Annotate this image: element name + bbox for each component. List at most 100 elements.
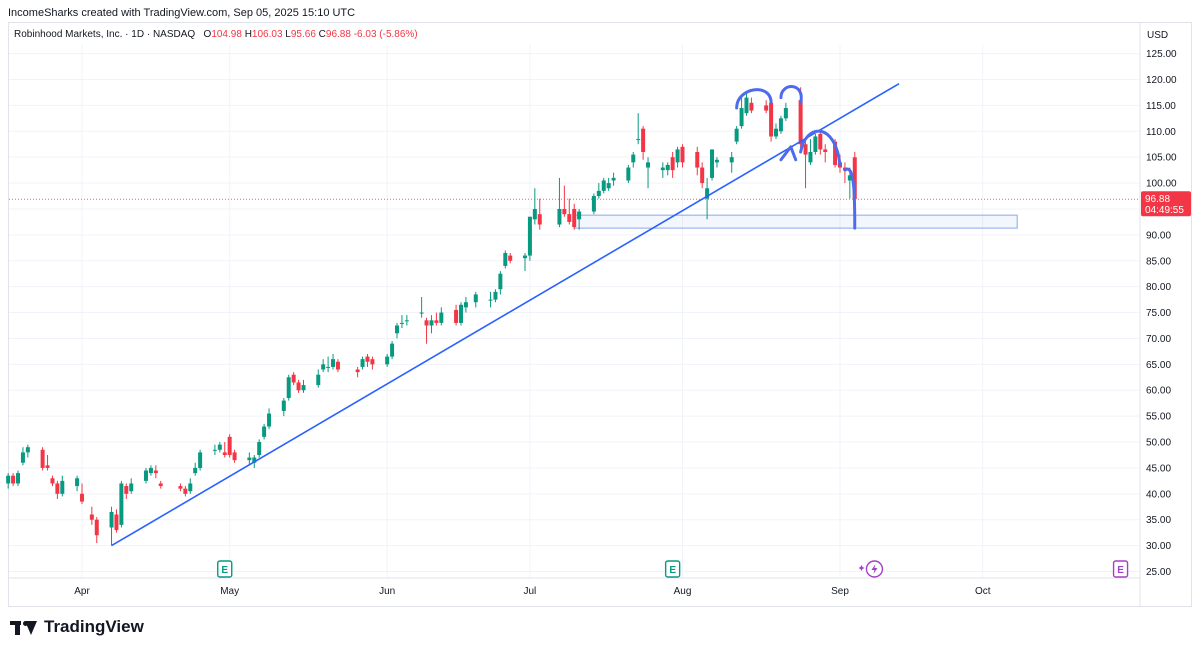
x-tick-label: Jun [379,586,395,597]
candle-body [601,180,606,191]
candle-body [700,167,705,184]
candle-body [646,162,651,168]
candle-body [439,312,444,323]
close-label: C [318,29,326,40]
candle-body [40,449,45,468]
candle-body [129,483,134,492]
brand-name: TradingView [44,617,144,636]
candle-body [124,486,129,494]
y-tick-label: 35.00 [1146,515,1171,526]
candle-body [75,478,80,487]
y-tick-label: 75.00 [1146,308,1171,319]
candle-body [596,190,601,197]
symbol-name[interactable]: Robinhood Markets, Inc. · 1D · NASDAQ [14,29,196,40]
y-tick-label: 25.00 [1146,567,1171,578]
candle-body [247,457,252,461]
candle-body [257,442,262,455]
candle-body [459,304,463,323]
candle-body [454,309,459,323]
x-tick-label: Sep [831,586,849,597]
chart-frame [8,22,1192,607]
candle-body [783,107,788,119]
candle-body [660,167,665,171]
candle-body [335,361,340,370]
close-value: 96.88 [325,29,351,40]
candle-body [316,374,321,386]
candle-body [158,483,163,487]
candle-body [611,177,616,181]
candle-body [267,413,272,427]
candle-body [355,369,360,373]
candle-body [498,273,503,290]
y-tick-label: 110.00 [1146,127,1176,138]
candle-body [404,320,409,322]
candle-body [508,255,513,261]
candle-body [331,359,336,367]
candle-body [262,426,267,437]
candle-body [813,136,818,153]
y-tick-label: 55.00 [1146,412,1171,423]
candle-body [532,208,537,220]
low-label: L [285,29,291,40]
candle-body [749,102,754,111]
candle-body [710,149,715,178]
currency-label[interactable]: USD [1147,30,1169,41]
candle-body [370,359,375,365]
candle-body [641,128,646,153]
candle-body [695,152,700,168]
rollover-annotation [799,129,842,167]
candle-body [823,149,828,153]
candle-body [567,214,572,222]
earnings-event-icon [664,560,681,578]
candle-body [527,216,532,256]
candle-body [25,447,30,453]
candle-body [148,467,153,474]
candle-body [80,493,84,502]
open-label: O [203,29,212,40]
candle-body [680,146,685,163]
candle-body [729,157,734,163]
y-tick-label: 60.00 [1146,386,1171,397]
tradingview-brand[interactable]: TradingView [10,617,144,637]
candle-body [769,102,774,137]
candle-body [626,167,631,181]
y-tick-label: 120.00 [1146,75,1177,86]
candle-body [20,452,25,463]
y-tick-label: 85.00 [1146,256,1171,267]
candle-body [774,128,779,137]
tradingview-logo-icon [10,618,38,636]
earnings-event-icon [217,560,233,578]
candle-body [6,475,11,484]
candle-body [60,480,65,494]
candle-body [217,444,222,450]
change-value: -6.03 (-5.86%) [353,29,418,40]
y-tick-label: 70.00 [1146,334,1171,345]
candle-body [562,208,567,215]
candle-body [591,196,596,212]
head-annotation-left [735,88,773,110]
candle-body [178,486,183,489]
countdown-value: 04:49:55 [1145,205,1184,216]
trendline [111,82,900,547]
candle-body [503,252,508,266]
candle-body [11,475,16,484]
candle-body [296,382,301,391]
candle-body [537,214,542,225]
candle-body [193,467,198,474]
candle-body [301,385,306,391]
candle-body [606,183,611,189]
x-tick-label: Oct [975,586,991,597]
candle-body [739,107,744,127]
y-tick-label: 50.00 [1146,438,1171,449]
candle-body [227,436,232,455]
candle-body [833,141,838,165]
last-price-tag-value: 96.88 [1145,194,1170,205]
open-value: 104.98 [211,29,242,40]
candle-body [670,157,675,171]
high-label: H [244,29,252,40]
candle-body [143,470,148,481]
candle-body [222,452,227,455]
candle-body [488,299,493,301]
candle-body [473,294,478,303]
